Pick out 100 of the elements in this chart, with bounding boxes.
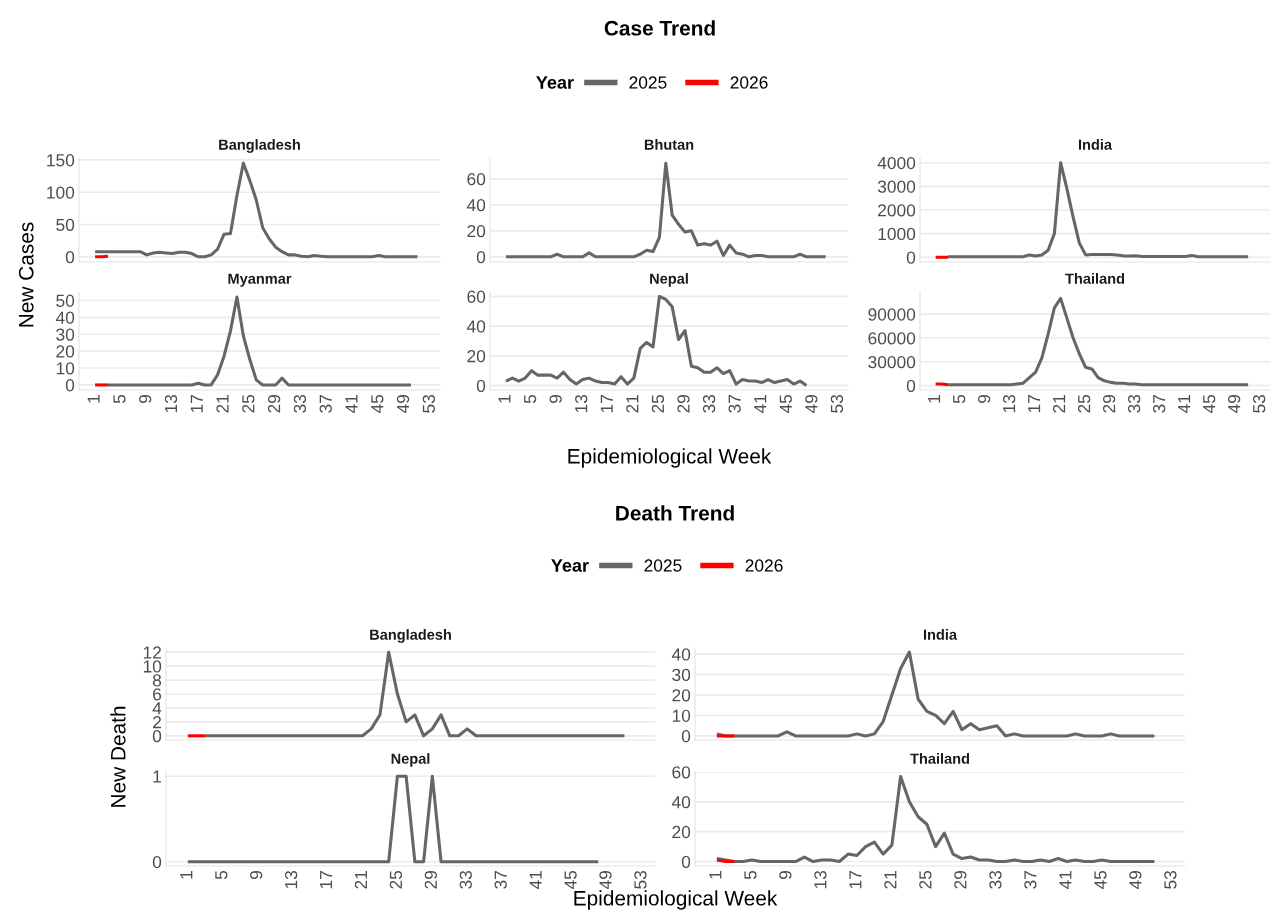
x-tick-label: 5: [744, 870, 757, 880]
y-tick-label: 0: [152, 729, 162, 743]
x-tick-label: 17: [600, 395, 613, 413]
y-tick-label: 0: [152, 855, 162, 869]
x-tick-label: 45: [564, 870, 577, 890]
x-tick-label: 37: [1152, 395, 1166, 413]
chart-subtitle: India: [1078, 139, 1113, 150]
x-tick-label: 53: [1164, 870, 1177, 889]
x-tick-label: 1: [928, 395, 941, 403]
legend-label: 2025: [629, 76, 667, 89]
y-tick-label: 6: [153, 688, 162, 701]
text: Death Trend: [616, 505, 734, 521]
y-tick-label: 10: [56, 362, 75, 375]
x-tick-label: 41: [754, 395, 767, 414]
x-tick-label: 25: [389, 870, 403, 889]
x-tick-label: 1: [709, 871, 722, 879]
y-tick-label: 2: [153, 716, 161, 729]
line-series: [715, 774, 1156, 864]
x-tick-label: 17: [320, 871, 333, 889]
chart-subtitle: Bangladesh: [370, 629, 451, 643]
x-tick-label: 29: [267, 394, 281, 413]
x-tick-label: 5: [215, 870, 228, 880]
y-tick-label: 0: [476, 379, 486, 393]
y-axis-title: New Death: [110, 706, 126, 807]
y-tick-label: 60: [467, 290, 486, 303]
y-tick-label: 0: [906, 251, 916, 264]
y-tick-label: 4000: [877, 156, 916, 170]
y-tick-label: 90000: [868, 308, 916, 321]
x-tick-label: 45: [1203, 394, 1216, 414]
y-tick-label: 40: [55, 311, 75, 324]
x-tick-label: 41: [529, 871, 542, 890]
x-tick-label: 37: [728, 395, 741, 413]
x-tick-label: 5: [524, 394, 537, 404]
y-tick-label: 0: [65, 251, 75, 264]
y-tick-label: 0: [681, 855, 691, 868]
chart-subtitle: Thailand: [1065, 273, 1125, 284]
chart-subtitle: Bhutan: [644, 139, 694, 150]
y-tick-label: 10: [672, 709, 691, 722]
x-tick-label: 41: [345, 395, 358, 414]
y-tick-label: 0: [476, 250, 486, 264]
x-tick-label: 29: [1102, 394, 1116, 413]
chart-subtitle: Nepal: [391, 753, 430, 767]
text: Case Trend: [604, 20, 715, 36]
x-tick-label: 29: [424, 870, 437, 889]
x-tick-label: 37: [1024, 871, 1037, 889]
y-tick-label: 100: [47, 186, 75, 199]
legend-label: 2026: [730, 76, 768, 89]
y-tick-label: 10: [143, 660, 162, 673]
x-tick-label: 33: [1127, 394, 1141, 413]
x-tick-label: 13: [814, 870, 827, 889]
x-tick-label: 37: [494, 871, 507, 889]
x-tick-label: 25: [242, 394, 255, 413]
x-tick-label: 33: [702, 394, 716, 413]
y-tick-label: 1: [153, 770, 161, 783]
line-series: [504, 161, 828, 259]
y-tick-label: 20: [56, 345, 75, 358]
x-tick-label: 41: [1178, 395, 1191, 414]
y-tick-label: 40: [671, 648, 691, 661]
x-tick-label: 45: [779, 394, 792, 414]
y-tick-label: 4: [152, 702, 162, 715]
legend-title: Year: [551, 559, 589, 572]
x-axis-title: Epidemiological Week: [574, 890, 778, 910]
line-series: [946, 296, 1250, 387]
y-tick-label: 30: [672, 668, 691, 682]
x-tick-label: 49: [1129, 870, 1142, 890]
x-tick-label: 1: [87, 395, 100, 403]
x-tick-label: 25: [651, 394, 665, 413]
x-tick-label: 13: [284, 870, 298, 889]
y-tick-label: 0: [906, 379, 916, 393]
x-tick-label: 13: [1002, 394, 1016, 413]
x-tick-label: 1: [180, 871, 193, 879]
x-tick-label: 9: [139, 394, 152, 404]
y-tick-label: 60: [672, 766, 691, 779]
x-tick-label: 13: [575, 394, 588, 413]
x-tick-label: 49: [599, 870, 612, 890]
y-tick-label: 20: [672, 825, 691, 839]
y-tick-label: 60000: [868, 332, 916, 345]
y-tick-label: 12: [143, 646, 161, 659]
x-tick-label: 53: [1252, 394, 1266, 413]
y-tick-label: 20: [467, 224, 486, 238]
line-series: [946, 161, 1250, 259]
x-tick-label: 25: [919, 870, 932, 889]
chart-subtitle: Bangladesh: [219, 139, 300, 153]
x-tick-label: 37: [319, 395, 332, 413]
legend-title: Year: [536, 76, 574, 89]
x-tick-label: 17: [849, 871, 862, 889]
y-tick-label: 20: [672, 689, 691, 702]
y-tick-label: 2000: [878, 204, 916, 217]
y-tick-label: 150: [47, 154, 75, 167]
x-tick-label: 21: [216, 395, 229, 413]
x-tick-label: 5: [953, 394, 966, 404]
y-tick-label: 40: [466, 198, 486, 212]
y-tick-label: 8: [152, 674, 162, 687]
x-axis-title: Epidemiological Week: [568, 448, 772, 468]
x-tick-label: 49: [396, 394, 410, 414]
y-tick-label: 0: [681, 730, 691, 743]
line-series: [93, 161, 419, 259]
y-axis-title: New Cases: [18, 222, 34, 327]
y-tick-label: 50: [56, 294, 75, 307]
x-tick-label: 29: [954, 870, 967, 889]
